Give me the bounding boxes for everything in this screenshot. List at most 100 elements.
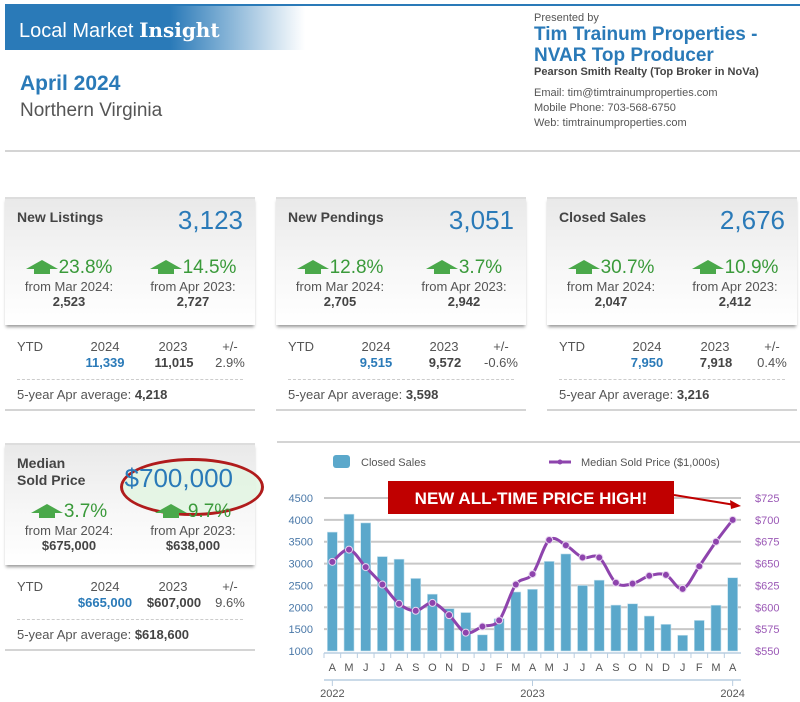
change-from: from Mar 2024: (24, 523, 114, 538)
y-left-tick-label: 2000 (289, 602, 313, 614)
point-median-price (445, 611, 454, 620)
card-value: 2,676 (719, 205, 785, 235)
dotted-divider (288, 379, 514, 380)
five-year-average: 5-year Apr average: 3,216 (547, 380, 797, 411)
year-label: 2024 (720, 688, 744, 697)
ytd-value-2024: $665,000 (77, 595, 133, 610)
ytd-row: YTD 2024 2023 +/- 9,515 9,572 -0.6% (276, 325, 526, 379)
change-from: from Mar 2024: (24, 279, 114, 294)
up-arrow-icon (691, 260, 724, 274)
x-tick-label: A (329, 662, 337, 674)
y-right-tick-label: $650 (755, 559, 779, 571)
ytd-value-change: 2.9% (215, 355, 245, 370)
point-median-price (361, 563, 370, 572)
change-prev: 2,047 (594, 294, 628, 309)
change-year: 10.9% from Apr 2023: 2,412 (675, 257, 795, 309)
x-tick-label: O (628, 662, 637, 674)
point-median-price (711, 537, 720, 546)
five-year-average: 5-year Apr average: 4,218 (5, 380, 255, 411)
y-left-tick-label: 1000 (289, 646, 313, 658)
card-title: Median Sold Price (17, 455, 85, 489)
agent-web[interactable]: Web: timtrainumproperties.com (534, 117, 687, 129)
y-left-tick-label: 3000 (289, 559, 313, 571)
x-tick-label: M (545, 662, 554, 674)
change-pct: 3.7% (63, 501, 108, 522)
chart-panel: 1000 1500 2000 2500 3000 3500 4000 4500 $550 $575… (277, 441, 800, 700)
callout-arrowhead (730, 500, 741, 509)
ytd-row: YTD 2024 2023 +/- 11,339 11,015 2.9% (5, 325, 255, 379)
up-arrow-icon (296, 260, 329, 274)
y-left-tick-label: 1500 (289, 624, 313, 636)
point-median-price (628, 579, 637, 588)
bar-closed-sales (560, 553, 572, 652)
card-value: 3,123 (177, 205, 243, 235)
point-median-price (545, 535, 554, 544)
up-arrow-icon (25, 260, 58, 274)
ytd-row: YTD 2024 2023 +/- 7,950 7,918 0.4% (547, 325, 797, 379)
x-tick-label: J (680, 662, 686, 674)
callout-text: NEW ALL-TIME PRICE HIGH! (415, 489, 648, 508)
change-year: 14.5% from Apr 2023: 2,727 (133, 257, 253, 309)
y-right-tick-label: $625 (755, 580, 779, 592)
point-median-price (528, 570, 537, 579)
change-from: from Apr 2023: (421, 279, 507, 294)
x-tick-label: N (645, 662, 653, 674)
point-median-price (328, 557, 337, 566)
change-year: 9.7% from Apr 2023: $638,000 (133, 501, 253, 553)
card-new-pendings: New Pendings 3,051 12.8% from Mar 2024: … (276, 197, 526, 411)
y-right-tick-label: $675 (755, 537, 779, 549)
change-prev: 2,942 (447, 294, 481, 309)
x-tick-label: M (344, 662, 353, 674)
point-median-price (395, 599, 404, 608)
agent-name-line1: Tim Trainum Properties - (534, 24, 758, 45)
ytd-label: YTD (17, 339, 43, 354)
agent-email[interactable]: Email: tim@timtrainumproperties.com (534, 87, 718, 99)
callout-box (388, 481, 674, 514)
agent-phone[interactable]: Mobile Phone: 703-568-6750 (534, 102, 676, 114)
card-title: New Listings (17, 209, 104, 225)
report-banner: Local Market Insight (5, 6, 305, 50)
y-left-tick-label: 2500 (289, 580, 313, 592)
change-month: 30.7% from Mar 2024: 2,047 (551, 257, 671, 309)
ytd-row: YTD 2024 2023 +/- $665,000 $607,000 9.6% (5, 565, 255, 619)
avg-value: 3,216 (676, 387, 710, 402)
legend-marker-median-price (557, 459, 563, 465)
point-median-price (678, 584, 687, 593)
up-arrow-icon (425, 260, 458, 274)
x-tick-label: A (596, 662, 604, 674)
card-title-line1: Median (17, 455, 66, 471)
ytd-header-2024: 2024 (90, 579, 120, 594)
point-median-price (661, 570, 670, 579)
card-median-sold-price: Median Sold Price $700,000 3.7% from Mar… (5, 443, 264, 651)
card-value: $700,000 (124, 463, 233, 493)
ytd-label: YTD (288, 339, 314, 354)
banner-bold: Insight (139, 18, 220, 42)
x-tick-label: N (445, 662, 453, 674)
combo-chart: 1000 1500 2000 2500 3000 3500 4000 4500 $550 $575… (289, 455, 779, 700)
avg-label: 5-year Apr average: (17, 627, 132, 642)
change-pct: 30.7% (600, 257, 655, 278)
x-tick-label: S (612, 662, 619, 674)
x-tick-label: J (563, 662, 569, 674)
x-tick-label: J (480, 662, 486, 674)
card-value: 3,051 (448, 205, 514, 235)
avg-value: 3,598 (405, 387, 439, 402)
ytd-header-change: +/- (764, 339, 780, 354)
five-year-average: 5-year Apr average: $618,600 (5, 620, 255, 651)
up-arrow-icon (149, 260, 182, 274)
y-right-tick-label: $700 (755, 515, 779, 527)
point-median-price (595, 553, 604, 562)
year-label: 2023 (520, 688, 544, 697)
change-pct: 12.8% (329, 257, 384, 278)
change-from: from Mar 2024: (566, 279, 656, 294)
ytd-value-change: 9.6% (215, 595, 245, 610)
point-median-price (411, 606, 420, 615)
change-from: from Apr 2023: (150, 523, 236, 538)
x-tick-label: J (580, 662, 586, 674)
ytd-value-2023: 7,918 (699, 355, 733, 370)
change-prev: 2,523 (52, 294, 86, 309)
x-tick-label: J (363, 662, 369, 674)
point-median-price (511, 580, 520, 589)
ytd-value-change: -0.6% (484, 355, 518, 370)
x-tick-label: M (511, 662, 520, 674)
